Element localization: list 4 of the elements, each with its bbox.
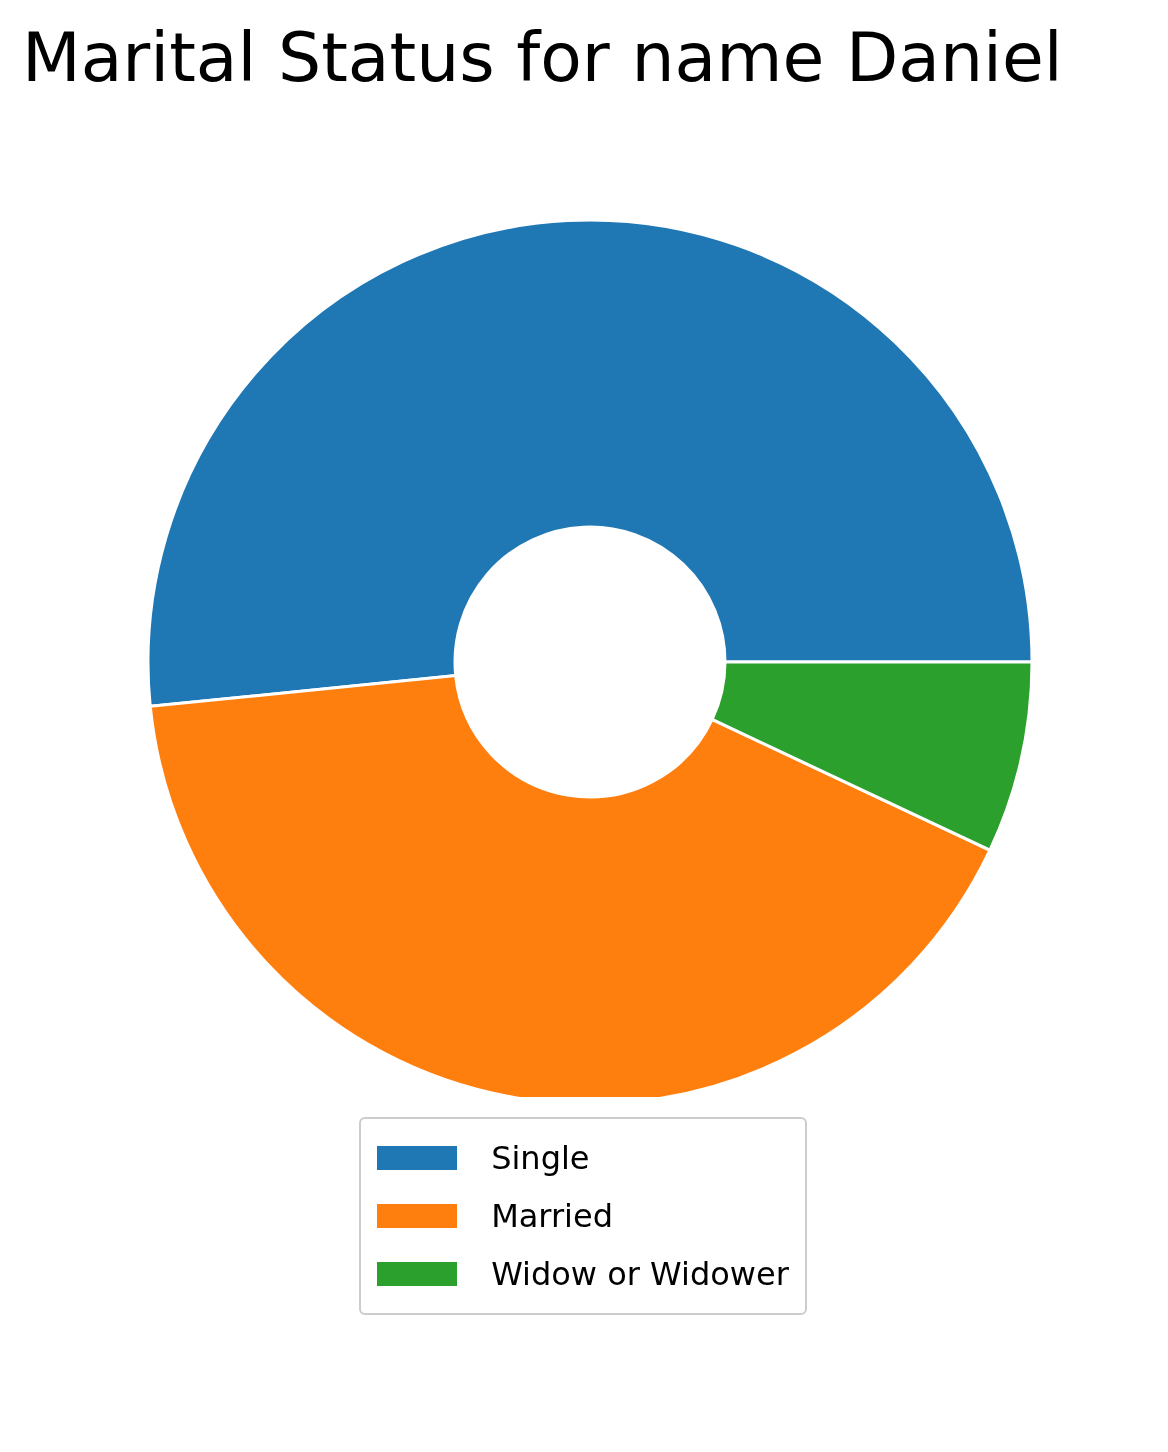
- chart-title: Marital Status for name Daniel: [21, 17, 1064, 97]
- legend-label: Widow or Widower: [491, 1255, 789, 1293]
- legend-label: Married: [491, 1197, 613, 1235]
- legend-label: Single: [491, 1139, 590, 1177]
